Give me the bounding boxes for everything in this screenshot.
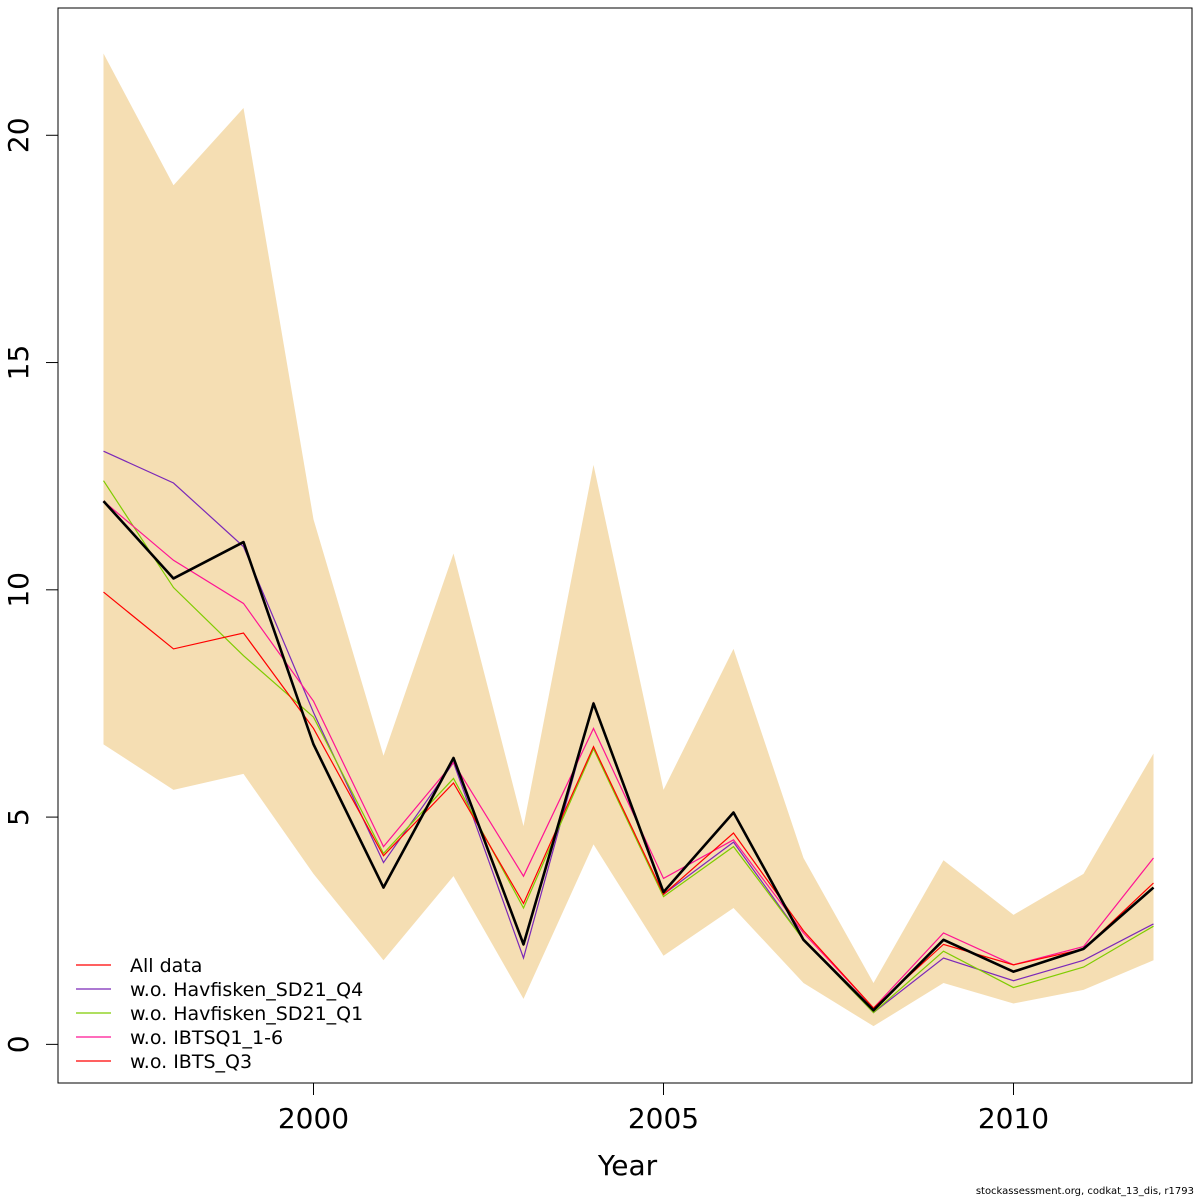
y-tick-label: 20 <box>2 117 35 153</box>
y-tick-label: 10 <box>2 572 35 608</box>
y-tick-label: 15 <box>2 345 35 381</box>
legend-label-5: w.o. IBTS_Q3 <box>130 1051 252 1073</box>
series-line-4 <box>103 500 1154 1009</box>
x-tick-label: 2000 <box>278 1102 349 1135</box>
y-axis: 0 5 10 15 20 <box>2 117 59 1053</box>
x-axis-label: Year <box>597 1149 658 1182</box>
legend-label-3: w.o. Havfisken_SD21_Q1 <box>130 1003 363 1025</box>
x-tick-label: 2005 <box>628 1102 699 1135</box>
footer-credit: stockassessment.org, codkat_13_dis, r179… <box>975 1186 1194 1197</box>
x-tick-label: 2010 <box>978 1102 1049 1135</box>
confidence-band-layer <box>103 53 1154 1027</box>
confidence-band <box>103 53 1154 1027</box>
main-line-layer <box>102 500 1155 1012</box>
legend-label-2: w.o. Havfisken_SD21_Q4 <box>130 979 363 1001</box>
y-tick-label: 5 <box>2 808 35 826</box>
series-line-3 <box>102 480 1154 1014</box>
legend-label-4: w.o. IBTSQ1_1-6 <box>130 1027 283 1049</box>
x-axis: 2000 2005 2010 <box>278 1082 1049 1135</box>
y-tick-label: 0 <box>2 1035 35 1053</box>
main-estimate-line <box>102 500 1155 1012</box>
legend-label-1: All data <box>130 955 202 977</box>
